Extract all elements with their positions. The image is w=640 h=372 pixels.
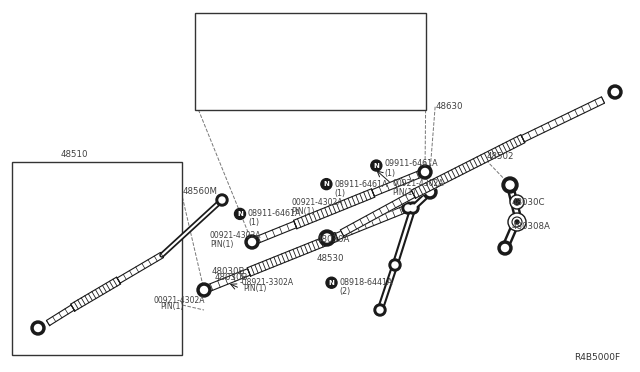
Polygon shape (70, 277, 120, 311)
Circle shape (508, 213, 526, 231)
Text: 48030B: 48030B (211, 267, 244, 276)
Text: 48030B: 48030B (214, 273, 248, 282)
Circle shape (371, 160, 382, 171)
Circle shape (377, 307, 383, 313)
Circle shape (323, 234, 331, 242)
Circle shape (374, 304, 386, 316)
Circle shape (410, 205, 416, 211)
Polygon shape (412, 135, 525, 198)
Circle shape (426, 189, 433, 196)
Text: 48560M: 48560M (182, 187, 218, 196)
Text: 00921-4302A: 00921-4302A (154, 296, 205, 305)
Polygon shape (522, 97, 605, 142)
Circle shape (326, 277, 337, 288)
Circle shape (506, 181, 514, 189)
Circle shape (515, 220, 519, 224)
Circle shape (502, 244, 509, 251)
Text: (1): (1) (334, 189, 346, 198)
Text: PIN(1): PIN(1) (210, 240, 234, 249)
Text: N: N (328, 280, 335, 286)
Text: 480308A: 480308A (512, 222, 551, 231)
Circle shape (402, 202, 414, 214)
Circle shape (611, 89, 618, 96)
Text: PIN(1): PIN(1) (243, 284, 267, 293)
Text: (1): (1) (384, 169, 396, 178)
Circle shape (502, 177, 518, 193)
Circle shape (200, 286, 207, 294)
Bar (12, 162, 182, 355)
Circle shape (514, 199, 520, 205)
Circle shape (512, 217, 522, 227)
Text: 08911-6461A: 08911-6461A (334, 180, 388, 189)
Circle shape (510, 195, 524, 209)
Circle shape (418, 165, 432, 179)
Circle shape (321, 179, 332, 190)
Polygon shape (247, 232, 339, 276)
Text: 09911-6461A: 09911-6461A (384, 159, 438, 168)
Circle shape (197, 283, 211, 297)
Text: 48030C: 48030C (512, 198, 545, 207)
Circle shape (423, 185, 437, 199)
Circle shape (248, 238, 255, 246)
Polygon shape (117, 253, 164, 283)
Circle shape (245, 235, 259, 249)
Text: 48630: 48630 (435, 102, 463, 110)
Polygon shape (47, 305, 74, 326)
Circle shape (389, 259, 401, 271)
Text: (2): (2) (339, 287, 351, 296)
Text: 48510: 48510 (61, 150, 88, 159)
Circle shape (405, 205, 411, 211)
Circle shape (219, 197, 225, 203)
Text: -08921-3302A: -08921-3302A (240, 278, 294, 287)
Polygon shape (203, 269, 250, 293)
Text: 00921-4302A: 00921-4302A (210, 231, 262, 240)
Circle shape (234, 208, 246, 219)
Text: 48030A: 48030A (317, 235, 350, 244)
Circle shape (31, 321, 45, 335)
Polygon shape (340, 191, 415, 236)
Circle shape (319, 230, 335, 246)
Text: N: N (237, 211, 243, 217)
Circle shape (422, 169, 429, 176)
Circle shape (392, 262, 398, 268)
Circle shape (35, 324, 42, 331)
Circle shape (608, 85, 622, 99)
Text: (1): (1) (248, 218, 259, 227)
Polygon shape (251, 221, 296, 245)
Text: PIN(1): PIN(1) (392, 188, 416, 197)
Text: PIN(1): PIN(1) (160, 302, 184, 311)
Text: R4B5000F: R4B5000F (574, 353, 620, 362)
Text: PIN(1): PIN(1) (291, 206, 315, 216)
Text: 48530: 48530 (317, 254, 344, 263)
Polygon shape (372, 169, 426, 196)
Text: 00921-4302A: 00921-4302A (392, 179, 444, 188)
Text: 08918-6441A: 08918-6441A (339, 278, 393, 287)
Text: N: N (373, 163, 380, 169)
Polygon shape (335, 205, 410, 240)
Circle shape (216, 194, 228, 206)
Circle shape (498, 241, 512, 255)
Text: 48502: 48502 (486, 152, 514, 161)
Text: 08911-6461A: 08911-6461A (248, 209, 301, 218)
Circle shape (407, 202, 419, 214)
Polygon shape (294, 189, 375, 229)
Bar (195, 13, 426, 110)
Text: N: N (323, 181, 330, 187)
Text: 00921-4302A: 00921-4302A (291, 198, 343, 206)
